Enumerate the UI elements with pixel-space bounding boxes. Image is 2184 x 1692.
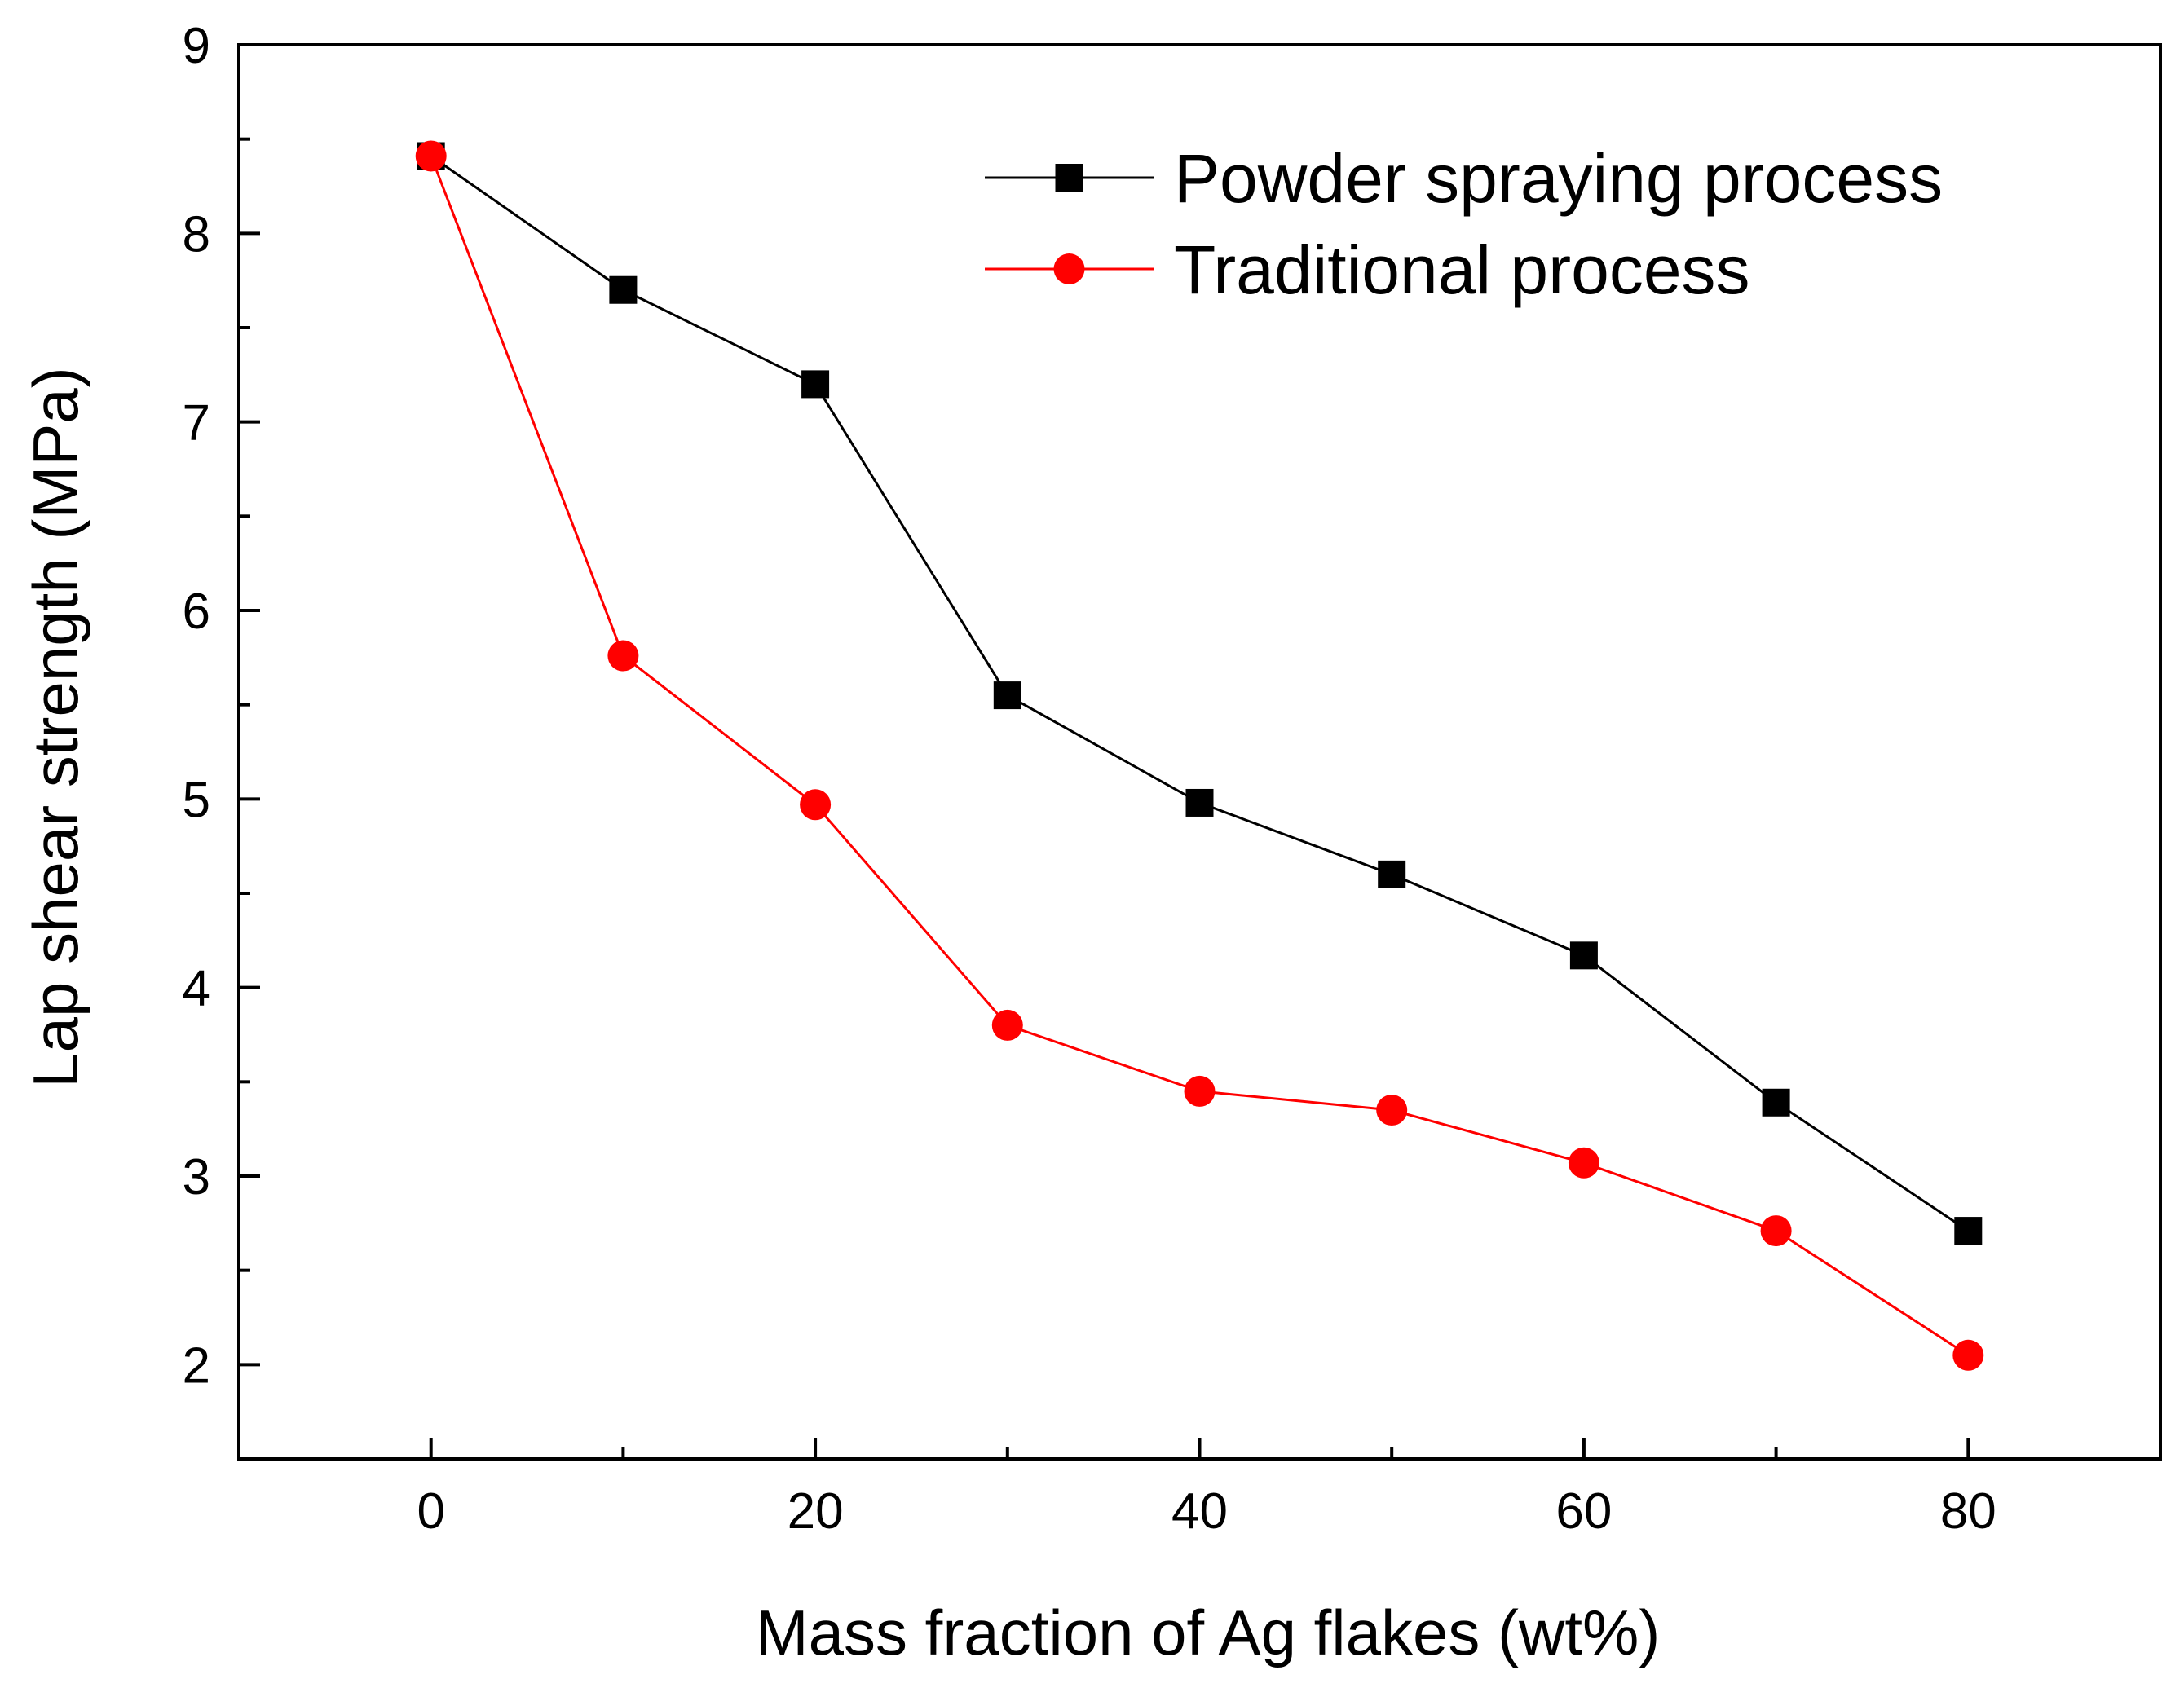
data-point-traditional xyxy=(991,1009,1023,1041)
data-point-powder-spraying xyxy=(1378,860,1406,888)
data-point-traditional xyxy=(415,140,447,172)
data-point-powder-spraying xyxy=(993,681,1021,710)
data-point-powder-spraying xyxy=(1569,941,1598,970)
x-tick-label: 60 xyxy=(1555,1483,1612,1540)
legend-marker-traditional xyxy=(1053,253,1085,284)
data-point-traditional xyxy=(1184,1075,1216,1107)
legend-label-traditional: Traditional process xyxy=(1174,231,1750,308)
axes: 0 20 40 60 80 2 3 4 5 6 7 8 9 Mass fraction of Ag fla… xyxy=(20,18,2162,1668)
x-axis-title: Mass fraction of Ag flakes (wt%) xyxy=(756,1597,1661,1668)
data-point-powder-spraying xyxy=(1185,788,1214,817)
y-tick-label: 7 xyxy=(183,395,210,452)
data-point-traditional xyxy=(800,789,832,821)
y-tick-label: 2 xyxy=(183,1337,210,1394)
y-tick-label: 3 xyxy=(183,1149,210,1205)
data-point-powder-spraying xyxy=(1762,1088,1790,1117)
data-point-powder-spraying xyxy=(1954,1217,1983,1245)
plot-area xyxy=(415,140,1984,1371)
y-tick-label: 5 xyxy=(183,772,210,828)
legend-marker-powder-spraying xyxy=(1055,164,1083,192)
y-tick-label: 6 xyxy=(183,584,210,640)
y-axis-title: Lap shear strength (MPa) xyxy=(20,367,91,1087)
data-point-traditional xyxy=(1760,1215,1792,1247)
data-point-traditional xyxy=(1568,1147,1599,1179)
x-tick-label: 0 xyxy=(417,1483,444,1540)
data-point-traditional xyxy=(1952,1339,1984,1371)
series-line-powder-spraying xyxy=(430,155,1970,1232)
data-point-traditional xyxy=(1376,1095,1408,1126)
x-tick-label: 20 xyxy=(788,1483,844,1540)
data-point-powder-spraying xyxy=(801,370,830,399)
y-tick-label: 8 xyxy=(183,206,210,262)
x-tick-label: 40 xyxy=(1171,1483,1228,1540)
series-line-traditional xyxy=(430,155,1970,1357)
legend-label-powder-spraying: Powder spraying process xyxy=(1174,140,1943,217)
y-tick-label: 9 xyxy=(183,18,210,74)
x-tick-label: 80 xyxy=(1940,1483,1996,1540)
data-point-traditional xyxy=(607,640,639,672)
y-tick-label: 4 xyxy=(183,961,210,1017)
legend: Powder spraying process Traditional proce… xyxy=(985,140,1943,308)
data-point-powder-spraying xyxy=(609,275,638,304)
